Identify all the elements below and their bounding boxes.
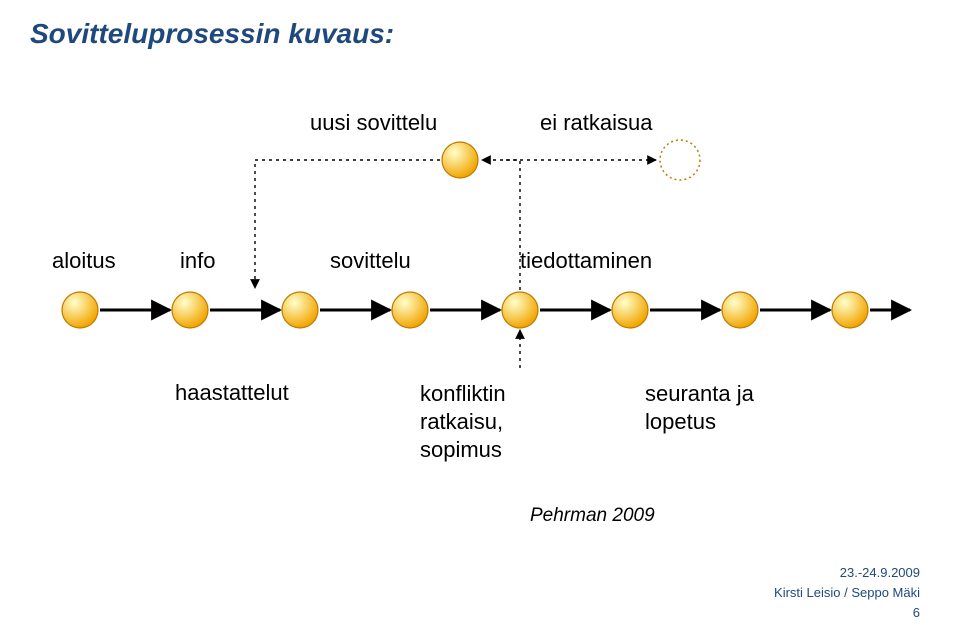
diagram-canvas (0, 0, 960, 634)
